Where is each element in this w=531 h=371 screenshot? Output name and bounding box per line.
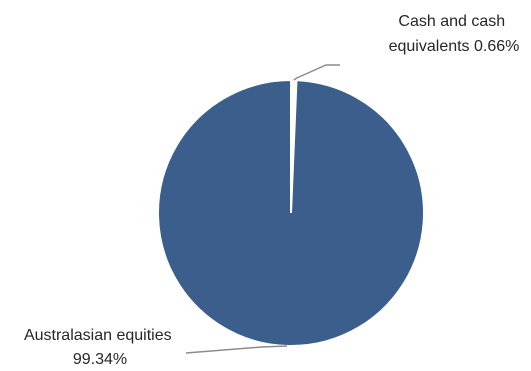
leader-line-australasian-equities <box>185 345 288 354</box>
slice-label-australasian-equities-line1: Australasian equities <box>24 327 172 344</box>
leader-line-cash <box>293 64 340 81</box>
slice-label-australasian-equities: Australasian equities 99.34% <box>24 327 176 368</box>
leader-lines <box>185 64 340 354</box>
pie-slices <box>157 78 425 347</box>
slice-label-cash-line2: equivalents 0.66% <box>389 38 520 55</box>
slice-label-cash-line1: Cash and cash <box>398 13 505 30</box>
pie-slice-australasian-equities <box>157 78 425 347</box>
slice-label-cash: Cash and cash equivalents 0.66% <box>389 13 520 55</box>
slice-label-australasian-equities-line2: 99.34% <box>73 351 127 368</box>
